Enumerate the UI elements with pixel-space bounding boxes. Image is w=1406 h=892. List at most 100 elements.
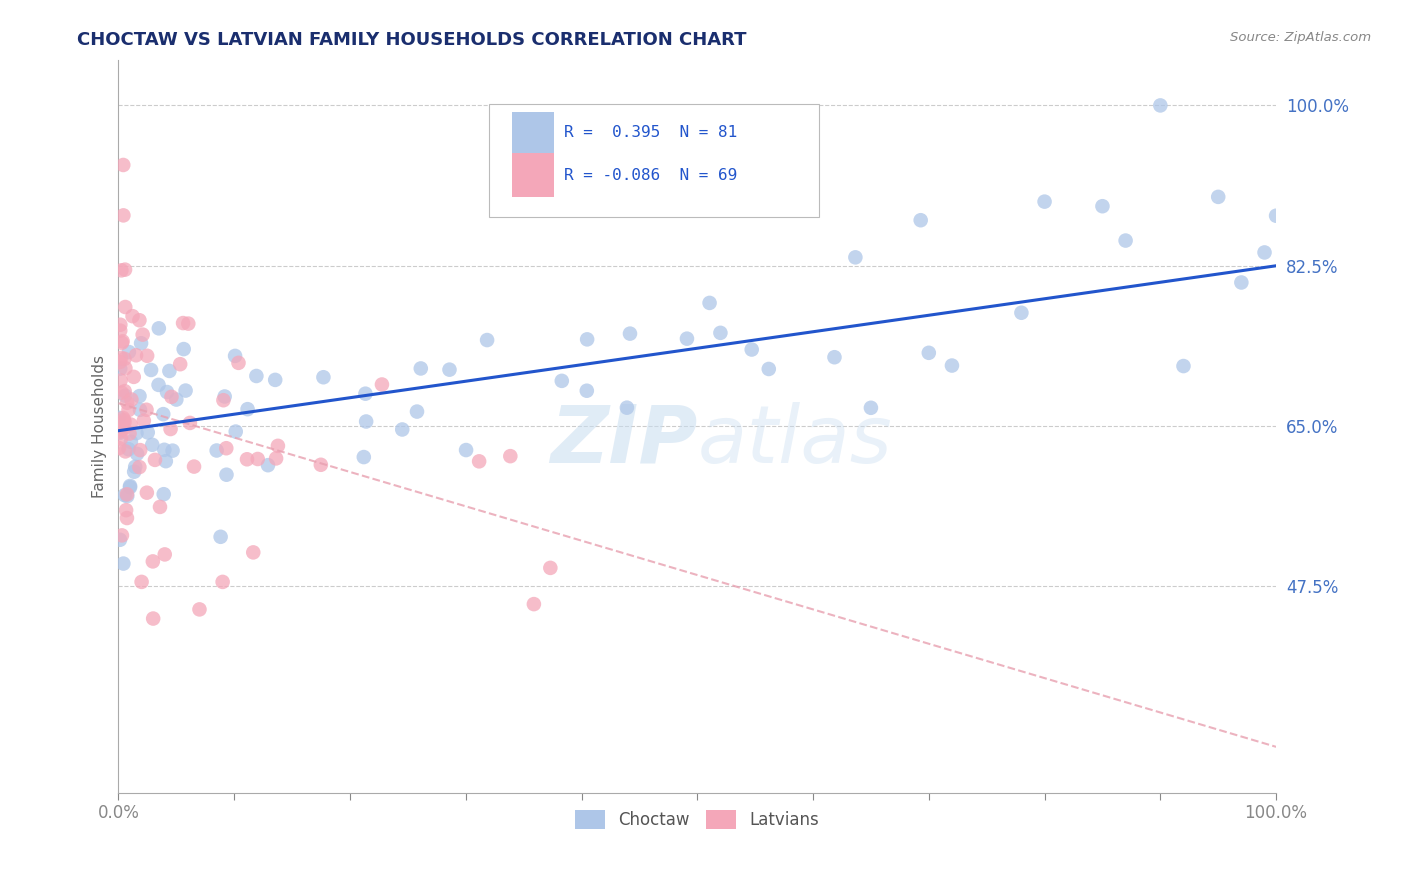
Point <box>179 416 201 430</box>
Point <box>128 460 150 475</box>
Point <box>135 402 157 417</box>
Legend: Choctaw, Latvians: Choctaw, Latvians <box>568 803 827 836</box>
Point <box>110 351 132 365</box>
Point <box>114 361 136 376</box>
Point <box>1091 199 1114 213</box>
Text: R = -0.086  N = 69: R = -0.086 N = 69 <box>564 168 737 183</box>
Point <box>205 443 228 458</box>
Point <box>128 313 150 327</box>
Point <box>165 392 187 407</box>
Point <box>538 561 561 575</box>
Point <box>108 441 131 455</box>
Point <box>172 316 194 330</box>
Point <box>859 401 882 415</box>
Point <box>406 404 429 418</box>
Point <box>155 454 177 468</box>
Point <box>120 417 142 432</box>
Point <box>156 384 179 399</box>
Point <box>152 487 174 501</box>
Point <box>114 262 136 277</box>
Point <box>110 432 132 446</box>
Point <box>114 488 136 502</box>
Point <box>676 332 699 346</box>
Point <box>188 602 211 616</box>
Point <box>162 443 184 458</box>
Point <box>108 361 131 376</box>
Point <box>112 158 135 172</box>
Point <box>120 434 142 449</box>
Point <box>114 300 136 314</box>
Point <box>157 364 180 378</box>
Point <box>118 426 141 441</box>
Point <box>110 374 132 388</box>
Point <box>174 384 197 398</box>
Point <box>183 459 205 474</box>
Point <box>468 454 491 468</box>
Point <box>112 421 135 435</box>
Point <box>118 479 141 493</box>
Point <box>128 389 150 403</box>
Point <box>454 443 477 458</box>
Point <box>117 442 139 457</box>
Point <box>112 411 135 425</box>
Point <box>741 343 763 357</box>
Point <box>1230 276 1253 290</box>
Point <box>391 422 413 436</box>
Point <box>309 458 332 472</box>
Point <box>371 377 394 392</box>
Point <box>120 392 142 407</box>
Point <box>148 377 170 392</box>
Point <box>152 407 174 421</box>
Point <box>149 500 172 514</box>
Point <box>228 356 250 370</box>
Point <box>136 425 159 440</box>
Point <box>212 393 235 408</box>
Point <box>121 309 143 323</box>
Text: CHOCTAW VS LATVIAN FAMILY HOUSEHOLDS CORRELATION CHART: CHOCTAW VS LATVIAN FAMILY HOUSEHOLDS COR… <box>77 31 747 49</box>
Point <box>108 355 131 369</box>
Point <box>112 557 135 571</box>
Point <box>114 351 136 366</box>
Point <box>1149 98 1171 112</box>
Point <box>132 414 155 428</box>
Point <box>108 425 131 440</box>
Point <box>1115 234 1137 248</box>
Point <box>910 213 932 227</box>
Point <box>129 336 152 351</box>
Point <box>111 335 134 350</box>
Point <box>225 425 247 439</box>
Point <box>115 511 138 525</box>
Point <box>575 384 598 398</box>
Point <box>257 458 280 472</box>
Point <box>918 346 941 360</box>
Point <box>108 425 131 439</box>
FancyBboxPatch shape <box>512 153 554 196</box>
Point <box>215 442 238 456</box>
Point <box>111 334 134 349</box>
Point <box>699 296 721 310</box>
Point <box>439 362 461 376</box>
Point <box>758 362 780 376</box>
Point <box>129 402 152 417</box>
Point <box>209 530 232 544</box>
Point <box>141 438 163 452</box>
Point <box>242 545 264 559</box>
Point <box>108 533 131 547</box>
Point <box>111 385 134 400</box>
Point <box>117 489 139 503</box>
Point <box>246 452 269 467</box>
Point <box>354 386 377 401</box>
Point <box>523 597 546 611</box>
Point <box>551 374 574 388</box>
Point <box>475 333 498 347</box>
Point <box>124 459 146 474</box>
Point <box>129 443 152 458</box>
Point <box>115 487 138 501</box>
Point <box>114 389 136 403</box>
Point <box>1253 245 1275 260</box>
Point <box>108 410 131 425</box>
Point <box>160 390 183 404</box>
Point <box>824 350 846 364</box>
Point <box>125 348 148 362</box>
Point <box>1265 209 1288 223</box>
